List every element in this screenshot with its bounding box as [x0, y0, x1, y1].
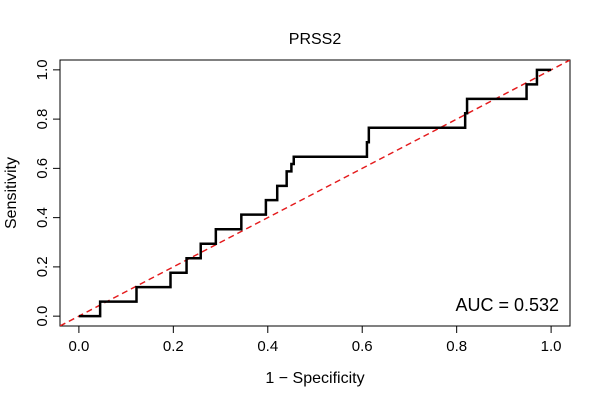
x-tick-label: 0.8	[446, 338, 467, 355]
x-tick-label: 0.4	[257, 338, 278, 355]
x-axis-title: 1 − Specificity	[265, 370, 364, 387]
y-tick-label: 0.0	[34, 306, 51, 327]
y-tick-label: 0.4	[34, 207, 51, 228]
y-tick-label: 0.2	[34, 256, 51, 277]
x-tick-label: 0.0	[68, 338, 89, 355]
y-axis-title: Sensitivity	[3, 157, 20, 229]
y-tick-label: 0.6	[34, 158, 51, 179]
auc-annotation: AUC = 0.532	[455, 295, 559, 315]
x-tick-label: 0.2	[163, 338, 184, 355]
y-axis: 0.0 0.2 0.4 0.6 0.8 1.0	[34, 59, 61, 327]
series-layer	[60, 60, 570, 326]
x-tick-label: 0.6	[352, 338, 373, 355]
chart-title: PRSS2	[289, 31, 342, 48]
plot-area	[60, 60, 570, 326]
x-tick-label: 1.0	[541, 338, 562, 355]
y-tick-label: 1.0	[34, 59, 51, 80]
x-axis: 0.0 0.2 0.4 0.6 0.8 1.0	[68, 325, 562, 355]
y-tick-label: 0.8	[34, 109, 51, 130]
roc-curve-line	[78, 68, 552, 318]
reference-diagonal-line	[60, 60, 570, 326]
